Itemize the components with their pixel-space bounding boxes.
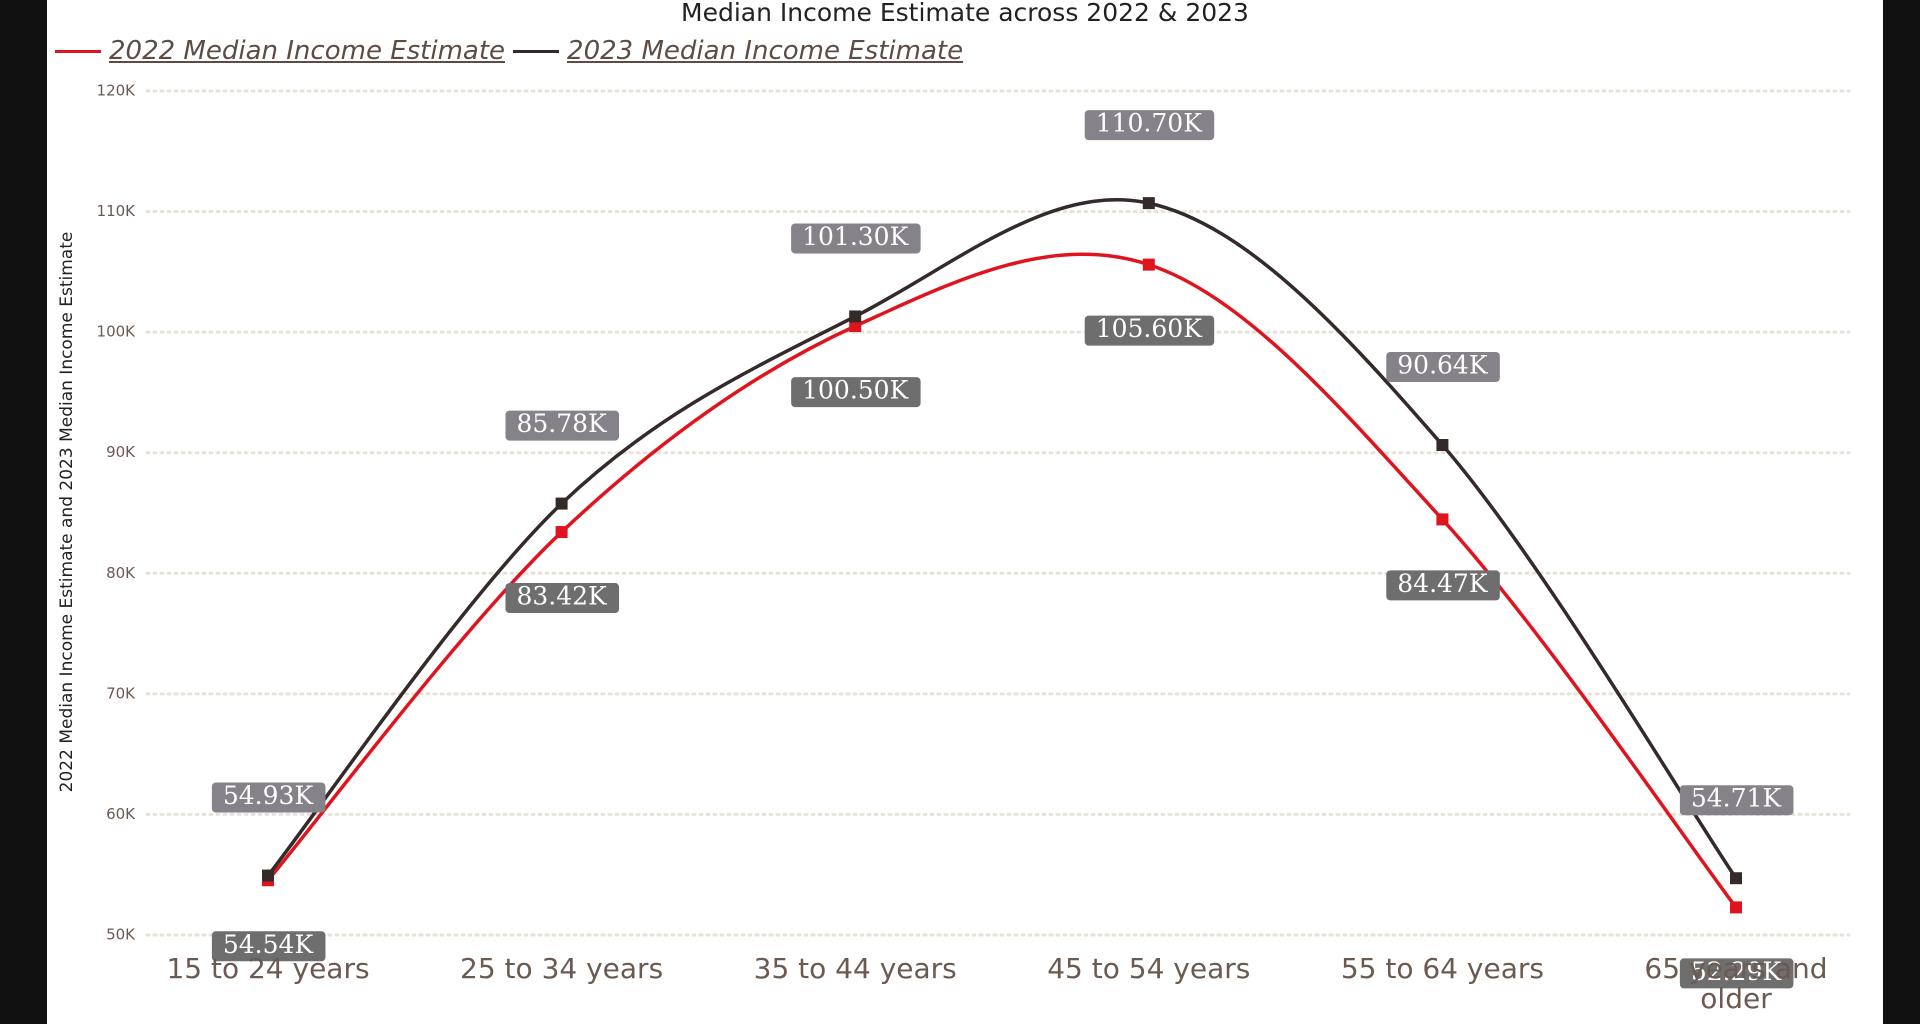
marker (1142, 258, 1155, 271)
data-label-text: 54.93K (223, 781, 315, 810)
marker (1730, 872, 1742, 885)
data-label-box (791, 223, 921, 254)
legend-item[interactable]: 2023 Median Income Estimate (513, 36, 963, 66)
y-tick-label: 110K (97, 202, 137, 220)
data-label-box (1084, 315, 1215, 346)
marker (555, 497, 568, 510)
x-tick-label: 15 to 24 years (166, 952, 370, 985)
x-tick-label: 25 to 34 years (460, 952, 664, 985)
data-label-text: 105.60K (1096, 314, 1203, 343)
data-label: 100.50K (791, 376, 921, 408)
x-tick-label: 55 to 64 years (1340, 952, 1544, 985)
marker (1142, 197, 1155, 210)
data-label-text: 100.50K (802, 376, 909, 405)
data-label: 54.54K (211, 930, 326, 962)
data-label-box (1386, 351, 1500, 382)
legend-label: 2023 Median Income Estimate (567, 36, 964, 66)
chart-title: Median Income Estimate across 2022 & 202… (681, 0, 1249, 27)
data-label-box (1084, 110, 1215, 141)
y-tick-label: 70K (106, 684, 136, 702)
data-label-box (1679, 785, 1794, 816)
marker (1436, 513, 1449, 526)
line (266, 197, 1738, 880)
marker (849, 310, 862, 323)
data-label: 105.60K (1084, 314, 1215, 346)
x-tick-label: 45 to 54 years (1047, 952, 1251, 985)
data-label: 54.71K (1679, 784, 1794, 816)
data-label: 54.93K (211, 781, 326, 813)
y-tick-label: 50K (106, 926, 136, 944)
data-label: 110.70K (1084, 109, 1215, 141)
data-label-box (1386, 570, 1500, 601)
data-label-text: 90.64K (1397, 350, 1489, 379)
data-label: 90.64K (1386, 350, 1500, 382)
legend: 2022 Median Income Estimate 2023 Median I… (55, 36, 963, 66)
chart-area: 2022 Median Income Estimate and 2023 Med… (47, 0, 1883, 1024)
x-tick-label: 65 years and older (1644, 952, 1828, 1015)
data-label: 101.30K (791, 222, 921, 254)
marker (1436, 438, 1449, 451)
y-tick-label: 90K (106, 443, 136, 461)
data-label-box (505, 583, 620, 614)
data-label-text: 54.71K (1691, 784, 1783, 813)
y-axis-title: 2022 Median Income Estimate and 2023 Med… (57, 232, 77, 793)
data-label: 52.29K (1679, 957, 1794, 989)
y-tick-label: 120K (97, 82, 137, 100)
data-label-box (1679, 958, 1794, 989)
data-label-text: 84.47K (1397, 569, 1489, 598)
data-label: 84.47K (1386, 569, 1500, 601)
data-label-text: 85.78K (516, 409, 608, 438)
x-tick-label: 35 to 44 years (753, 952, 957, 985)
data-label-text: 101.30K (802, 222, 909, 251)
data-label-text: 52.29K (1691, 957, 1783, 986)
y-tick-label: 100K (97, 323, 137, 341)
data-label: 85.78K (505, 409, 620, 441)
legend-swatch (55, 49, 101, 53)
chart: 2022 Median Income Estimate and 2023 Med… (57, 82, 1851, 989)
marker (849, 320, 862, 333)
data-label-text: 83.42K (516, 582, 608, 611)
marker (1730, 901, 1742, 914)
data-label-box (211, 931, 326, 962)
data-label-text: 110.70K (1096, 109, 1203, 138)
data-label: 83.42K (505, 582, 620, 614)
data-label-box (505, 410, 620, 441)
marker (555, 526, 568, 539)
legend-swatch (513, 49, 560, 53)
y-tick-label: 60K (106, 805, 136, 823)
legend-item[interactable]: 2022 Median Income Estimate (55, 36, 505, 66)
data-label-box (211, 782, 326, 813)
y-tick-label: 80K (106, 564, 136, 582)
legend-label: 2022 Median Income Estimate (109, 36, 506, 66)
marker (262, 869, 274, 882)
data-label-box (791, 377, 921, 408)
line (266, 252, 1738, 909)
data-label-text: 54.54K (223, 930, 315, 959)
